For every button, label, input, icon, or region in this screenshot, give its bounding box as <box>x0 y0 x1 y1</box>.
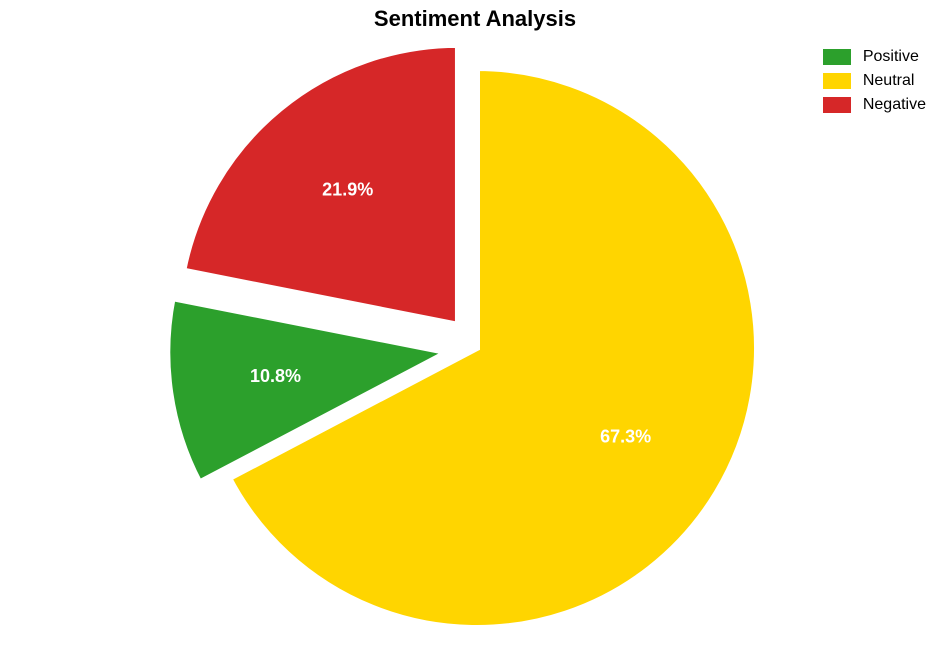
pie-chart: 21.9% 10.8% 67.3% <box>0 0 950 662</box>
slice-negative <box>183 45 458 325</box>
slice-label-negative: 21.9% <box>322 179 373 199</box>
slice-label-neutral: 67.3% <box>600 427 651 447</box>
pie-slices <box>167 45 757 628</box>
slice-label-positive: 10.8% <box>250 366 301 386</box>
